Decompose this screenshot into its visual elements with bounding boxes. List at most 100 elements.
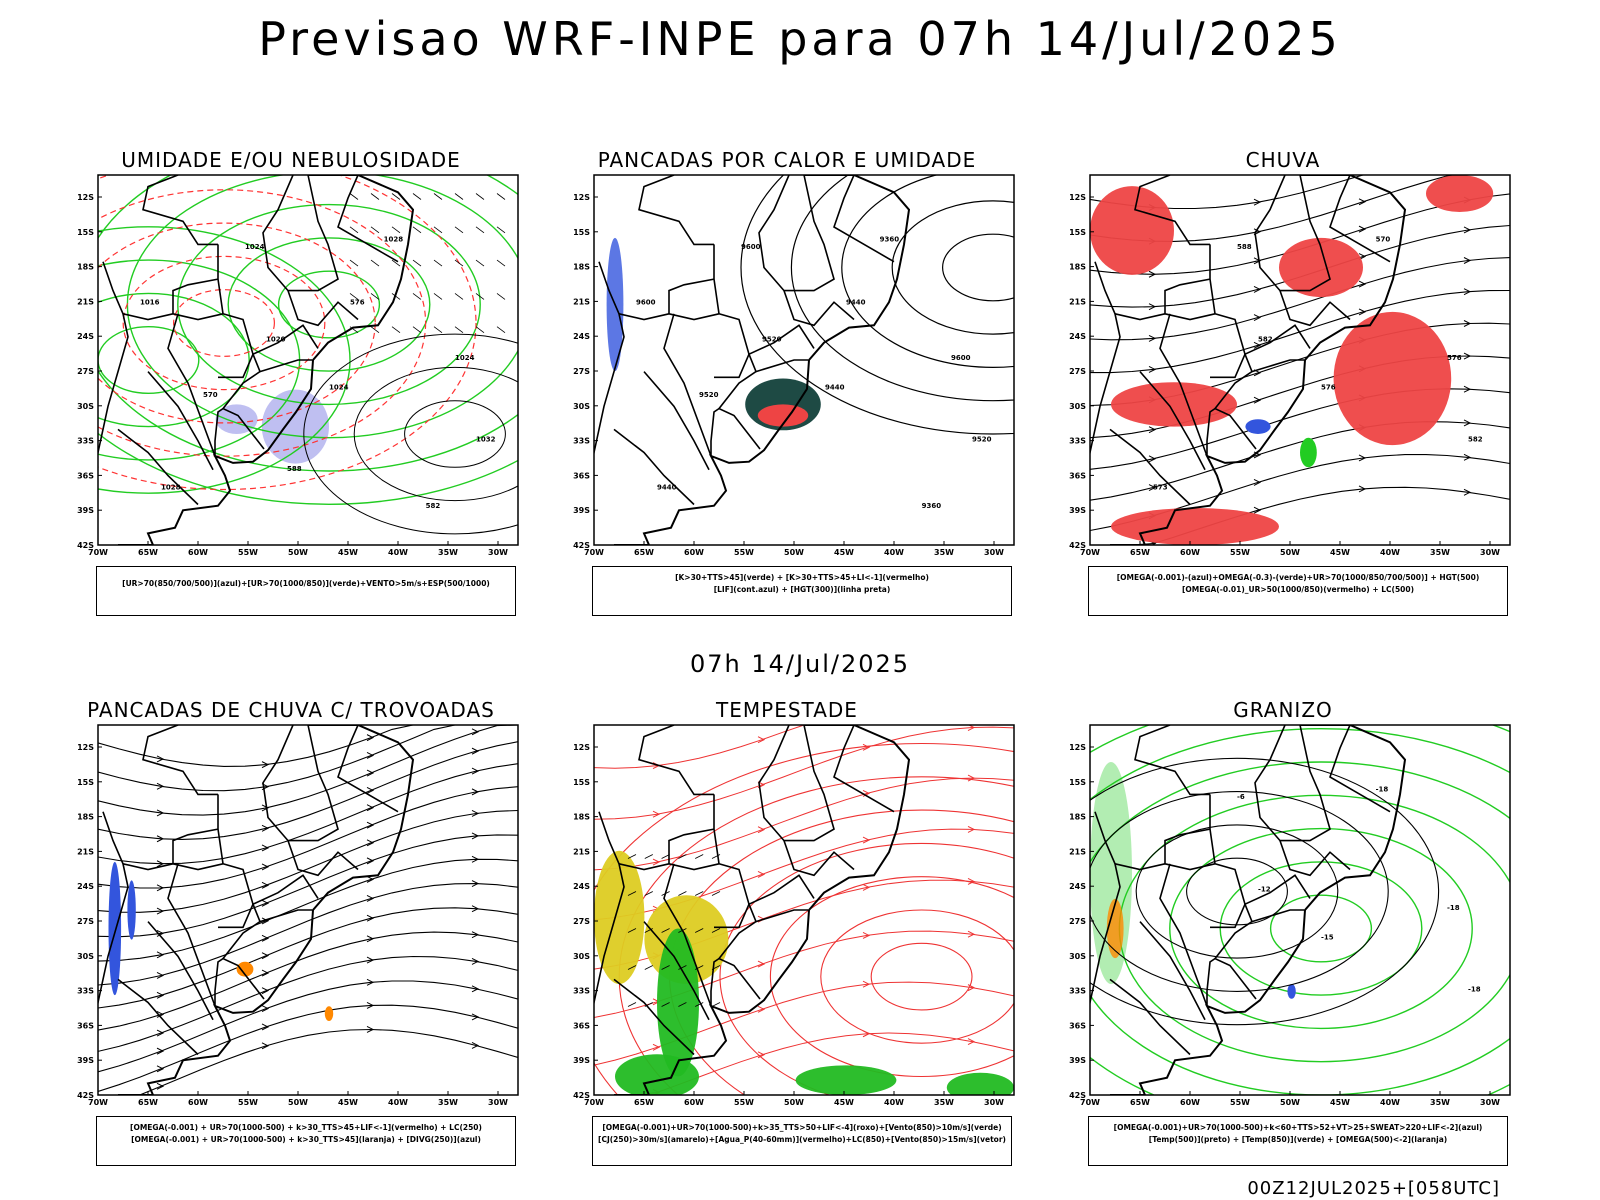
svg-text:576: 576 bbox=[1447, 354, 1462, 362]
map-chuva: 588 582 576 570 576 582 573 12S 15S 18S 21S 24S 27S 3… bbox=[1069, 174, 1511, 557]
svg-text:21S: 21S bbox=[573, 297, 590, 306]
svg-text:35W: 35W bbox=[1430, 548, 1450, 557]
svg-text:21S: 21S bbox=[1069, 297, 1086, 306]
svg-text:30W: 30W bbox=[984, 548, 1004, 557]
svg-text:9520: 9520 bbox=[762, 336, 782, 344]
svg-text:18S: 18S bbox=[573, 263, 590, 272]
svg-text:33S: 33S bbox=[1069, 437, 1086, 446]
svg-text:1020: 1020 bbox=[266, 336, 286, 344]
svg-text:27S: 27S bbox=[573, 917, 590, 926]
svg-text:30S: 30S bbox=[77, 952, 94, 961]
svg-text:12S: 12S bbox=[1069, 193, 1086, 202]
svg-text:50W: 50W bbox=[784, 548, 804, 557]
svg-text:18S: 18S bbox=[1069, 813, 1086, 822]
svg-text:45W: 45W bbox=[834, 1098, 854, 1107]
svg-text:39S: 39S bbox=[77, 1056, 94, 1065]
svg-text:36S: 36S bbox=[77, 471, 94, 480]
svg-text:12S: 12S bbox=[1069, 743, 1086, 752]
svg-text:35W: 35W bbox=[1430, 1098, 1450, 1107]
svg-text:55W: 55W bbox=[734, 1098, 754, 1107]
svg-text:70W: 70W bbox=[584, 548, 604, 557]
svg-text:582: 582 bbox=[1258, 336, 1273, 344]
svg-text:21S: 21S bbox=[1069, 847, 1086, 856]
svg-text:18S: 18S bbox=[1069, 263, 1086, 272]
svg-text:55W: 55W bbox=[238, 1098, 258, 1107]
svg-text:1024: 1024 bbox=[245, 243, 265, 251]
svg-text:24S: 24S bbox=[77, 332, 94, 341]
svg-text:-12: -12 bbox=[1258, 886, 1271, 894]
map-granizo: -6 -12 -15 -18 -18 -18 12S 15S 18S 21S 24S 27S 30S 33… bbox=[1069, 724, 1511, 1107]
legend: [OMEGA(-0.001) + UR>70(1000-500) + k>30_… bbox=[96, 1116, 516, 1166]
legend-line: [OMEGA(-0.01)_UR>50(1000/850)(vermelho) … bbox=[1181, 585, 1415, 594]
svg-text:70W: 70W bbox=[88, 548, 108, 557]
legend-line: [OMEGA(-0.001) + UR>70(1000-500) + k>30_… bbox=[131, 1135, 481, 1144]
svg-text:33S: 33S bbox=[573, 987, 590, 996]
legend-line: [OMEGA(-0.001)+UR>70(1000-500)+k>35_TTS>… bbox=[602, 1123, 1002, 1132]
panel-tempestade: TEMPESTADE 12S 15S 18S 21S 24S 27S 30S 33S 36S 39… bbox=[552, 698, 1022, 1173]
svg-text:40W: 40W bbox=[1380, 548, 1400, 557]
panel-title: GRANIZO bbox=[1233, 698, 1333, 722]
svg-text:576: 576 bbox=[350, 299, 365, 307]
map-pancadas-calor: 9600 9520 9440 9360 9600 9520 9440 9600 9520 9440… bbox=[573, 174, 1015, 557]
legend: [UR>70(850/700/500)](azul)+[UR>70(1000/8… bbox=[96, 566, 516, 616]
svg-text:30W: 30W bbox=[488, 548, 508, 557]
svg-text:45W: 45W bbox=[834, 548, 854, 557]
legend-line: [OMEGA(-0.001) + UR>70(1000-500) + k>30_… bbox=[130, 1123, 482, 1132]
panel-title: CHUVA bbox=[1245, 148, 1321, 172]
svg-text:45W: 45W bbox=[1330, 548, 1350, 557]
svg-text:33S: 33S bbox=[77, 987, 94, 996]
svg-text:36S: 36S bbox=[573, 1021, 590, 1030]
svg-text:588: 588 bbox=[287, 465, 302, 473]
panel-granizo: GRANIZO -6 -12 -15 -18 -18 -18 12S 15S 18S 21S 24S… bbox=[1048, 698, 1518, 1173]
svg-text:60W: 60W bbox=[1180, 548, 1200, 557]
svg-text:570: 570 bbox=[203, 391, 218, 399]
svg-text:39S: 39S bbox=[573, 1056, 590, 1065]
svg-text:42S: 42S bbox=[573, 1091, 590, 1100]
svg-text:39S: 39S bbox=[1069, 506, 1086, 515]
svg-text:573: 573 bbox=[1153, 484, 1168, 492]
legend: [OMEGA(-0.001)+UR>70(1000-500)+k>35_TTS>… bbox=[592, 1116, 1012, 1166]
svg-text:9440: 9440 bbox=[657, 484, 677, 492]
svg-text:27S: 27S bbox=[1069, 367, 1086, 376]
svg-text:21S: 21S bbox=[77, 297, 94, 306]
svg-text:24S: 24S bbox=[573, 332, 590, 341]
svg-text:21S: 21S bbox=[77, 847, 94, 856]
svg-text:42S: 42S bbox=[573, 541, 590, 550]
svg-text:1028: 1028 bbox=[384, 236, 404, 244]
svg-text:42S: 42S bbox=[77, 1091, 94, 1100]
svg-text:30W: 30W bbox=[1480, 548, 1500, 557]
svg-text:36S: 36S bbox=[77, 1021, 94, 1030]
svg-text:33S: 33S bbox=[77, 437, 94, 446]
svg-text:42S: 42S bbox=[77, 541, 94, 550]
svg-text:1032: 1032 bbox=[476, 435, 496, 443]
svg-text:45W: 45W bbox=[1330, 1098, 1350, 1107]
svg-text:36S: 36S bbox=[573, 471, 590, 480]
svg-text:55W: 55W bbox=[1230, 548, 1250, 557]
svg-text:18S: 18S bbox=[77, 813, 94, 822]
svg-text:45W: 45W bbox=[338, 1098, 358, 1107]
svg-text:35W: 35W bbox=[934, 1098, 954, 1107]
svg-text:30S: 30S bbox=[573, 402, 590, 411]
svg-text:30W: 30W bbox=[984, 1098, 1004, 1107]
svg-text:40W: 40W bbox=[1380, 1098, 1400, 1107]
svg-text:9600: 9600 bbox=[636, 299, 656, 307]
map-umidade: 1024 1020 1024 1028 1024 1032 1028 1016 570 576 58… bbox=[77, 174, 519, 557]
svg-text:70W: 70W bbox=[584, 1098, 604, 1107]
svg-text:9600: 9600 bbox=[741, 243, 761, 251]
panel-umidade: UMIDADE E/OU NEBULOSIDADE 1024 1020 1024 10… bbox=[56, 148, 526, 623]
svg-text:35W: 35W bbox=[438, 1098, 458, 1107]
panel-title: TEMPESTADE bbox=[716, 698, 858, 722]
svg-text:12S: 12S bbox=[573, 743, 590, 752]
svg-text:40W: 40W bbox=[388, 1098, 408, 1107]
svg-text:65W: 65W bbox=[634, 1098, 654, 1107]
svg-text:24S: 24S bbox=[1069, 882, 1086, 891]
svg-text:65W: 65W bbox=[138, 548, 158, 557]
svg-text:9440: 9440 bbox=[825, 384, 845, 392]
panel-trovoadas: PANCADAS DE CHUVA C/ TROVOADAS 12S 15S 18S… bbox=[56, 698, 526, 1173]
svg-text:9360: 9360 bbox=[922, 502, 942, 510]
svg-text:18S: 18S bbox=[77, 263, 94, 272]
svg-text:39S: 39S bbox=[77, 506, 94, 515]
svg-text:33S: 33S bbox=[573, 437, 590, 446]
svg-text:582: 582 bbox=[426, 502, 441, 510]
svg-text:30S: 30S bbox=[1069, 402, 1086, 411]
